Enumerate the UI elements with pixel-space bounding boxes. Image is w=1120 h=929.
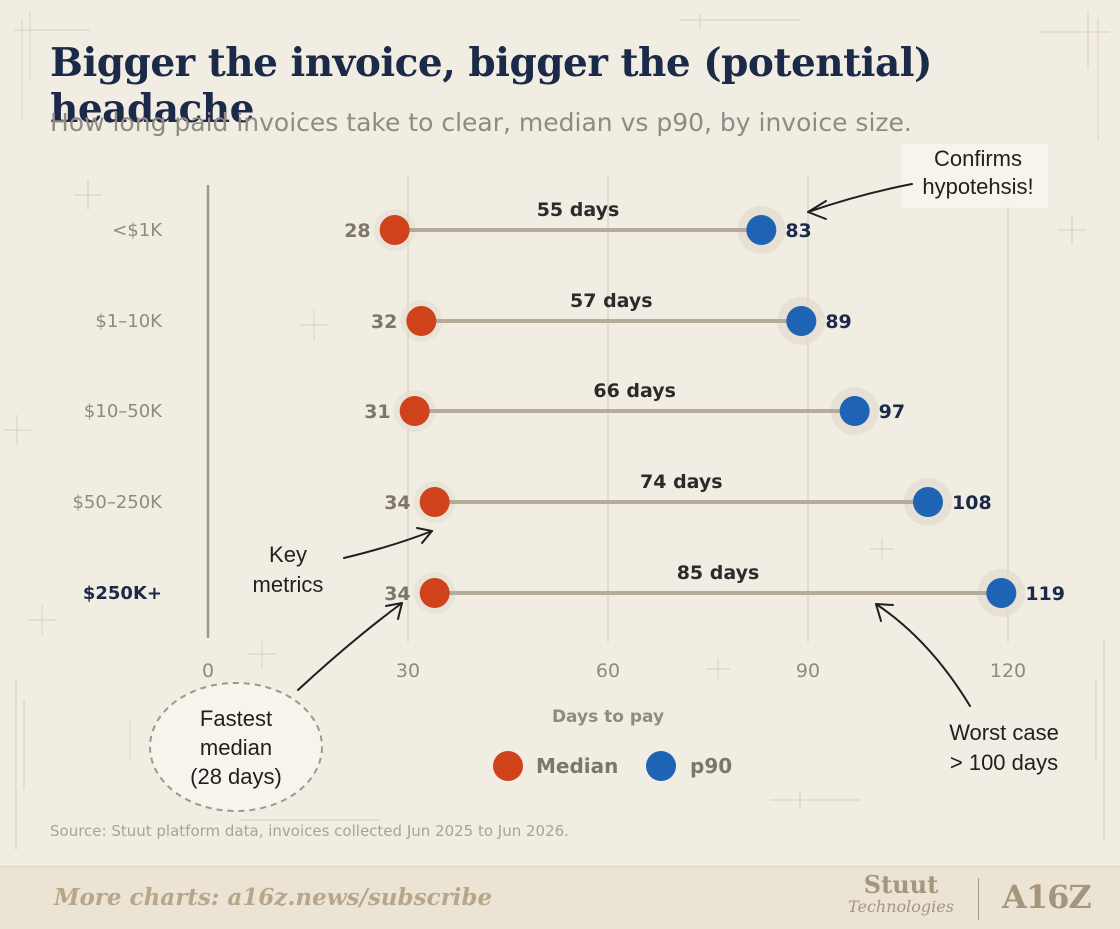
legend-median-label: Median bbox=[536, 754, 618, 778]
dumbbell-chart: 0 30 60 90 120 Days to pay <$1K 28 83 55 days $1–1… bbox=[72, 144, 1065, 812]
annotation-arrows bbox=[297, 183, 971, 707]
x-tick-label: 120 bbox=[990, 660, 1026, 682]
arrowhead-confirms bbox=[807, 200, 827, 220]
gridlines bbox=[407, 175, 1009, 642]
p90-dot bbox=[839, 396, 870, 426]
annotation-key-metrics: Key metrics bbox=[253, 542, 324, 597]
arrow-key-metrics bbox=[343, 530, 433, 559]
median-value-label: 34 bbox=[384, 492, 410, 514]
median-dot bbox=[419, 578, 450, 608]
annotation-fastest-line: Fastest bbox=[200, 706, 272, 731]
category-label: $1–10K bbox=[95, 311, 163, 332]
annotation-worst-case: Worst case > 100 days bbox=[949, 720, 1059, 775]
gap-label: 74 days bbox=[640, 471, 723, 493]
arrowhead-worst-case bbox=[875, 603, 894, 622]
category-label: $50–250K bbox=[72, 492, 163, 513]
p90-value-label: 108 bbox=[952, 492, 992, 514]
median-dot bbox=[379, 215, 410, 245]
median-dot bbox=[406, 306, 437, 336]
median-value-label: 31 bbox=[364, 401, 390, 423]
legend-p90-label: p90 bbox=[690, 754, 732, 778]
median-value-label: 32 bbox=[371, 311, 397, 333]
stuut-logo: Stuut Technologies bbox=[846, 872, 956, 916]
category-label: $250K+ bbox=[83, 583, 162, 604]
p90-value-label: 83 bbox=[785, 220, 811, 242]
legend: Median p90 bbox=[493, 751, 732, 781]
p90-dot bbox=[786, 306, 817, 336]
p90-value-label: 119 bbox=[1025, 583, 1065, 605]
x-axis-title: Days to pay bbox=[552, 707, 664, 727]
gap-label: 85 days bbox=[677, 562, 760, 584]
gap-label: 57 days bbox=[570, 290, 653, 312]
arrow-confirms bbox=[807, 183, 913, 213]
subscribe-link[interactable]: More charts: a16z.news/subscribe bbox=[54, 884, 493, 911]
annotation-fastest: Fastest median (28 days) bbox=[190, 706, 282, 789]
p90-dot bbox=[746, 215, 777, 245]
p90-dot bbox=[986, 578, 1017, 608]
arrowhead-key-metrics bbox=[416, 527, 433, 544]
logo-divider bbox=[978, 878, 979, 920]
median-value-label: 34 bbox=[384, 583, 410, 605]
x-tick-label: 90 bbox=[796, 660, 820, 682]
median-dot bbox=[419, 487, 450, 517]
annotation-confirms-line: Confirms bbox=[934, 146, 1022, 171]
annotation-fastest-line: median bbox=[200, 735, 272, 760]
annotation-key-metrics-line: Key bbox=[269, 542, 307, 567]
annotation-key-metrics-line: metrics bbox=[253, 572, 324, 597]
x-tick-label: 60 bbox=[596, 660, 620, 682]
stuut-logo-name: Stuut bbox=[863, 870, 939, 899]
p90-dot bbox=[913, 487, 943, 517]
chart-subtitle: How long paid invoices take to clear, me… bbox=[50, 108, 912, 137]
annotation-confirms: Confirms hypotehsis! bbox=[922, 146, 1033, 199]
legend-median-swatch bbox=[493, 751, 523, 781]
footer-band bbox=[0, 866, 1120, 929]
annotation-ellipse bbox=[149, 682, 323, 812]
category-label: $10–50K bbox=[84, 401, 163, 422]
annotation-worst-case-line: Worst case bbox=[949, 720, 1059, 745]
arrow-fastest bbox=[297, 602, 403, 691]
annotation-fastest-line: (28 days) bbox=[190, 764, 282, 789]
median-dot bbox=[399, 396, 430, 426]
x-tick-label: 0 bbox=[202, 660, 214, 682]
gap-label: 66 days bbox=[593, 380, 676, 402]
category-label: <$1K bbox=[112, 220, 163, 241]
legend-p90-swatch bbox=[646, 751, 676, 781]
arrowhead-fastest bbox=[385, 602, 403, 620]
stuut-logo-tagline: Technologies bbox=[848, 897, 954, 916]
x-tick-label: 30 bbox=[396, 660, 420, 682]
a16z-logo: A16Z bbox=[1002, 878, 1092, 916]
median-value-label: 28 bbox=[344, 220, 370, 242]
arrow-worst-case bbox=[875, 603, 971, 707]
p90-value-label: 89 bbox=[825, 311, 851, 333]
chart-title: Bigger the invoice, bigger the (potentia… bbox=[50, 40, 933, 132]
p90-value-label: 97 bbox=[879, 401, 905, 423]
source-note: Source: Stuut platform data, invoices co… bbox=[50, 822, 569, 840]
annotation-worst-case-line: > 100 days bbox=[950, 750, 1058, 775]
annotation-confirms-line: hypotehsis! bbox=[922, 174, 1033, 199]
annotation-pad bbox=[902, 144, 1048, 208]
gap-label: 55 days bbox=[537, 199, 620, 221]
